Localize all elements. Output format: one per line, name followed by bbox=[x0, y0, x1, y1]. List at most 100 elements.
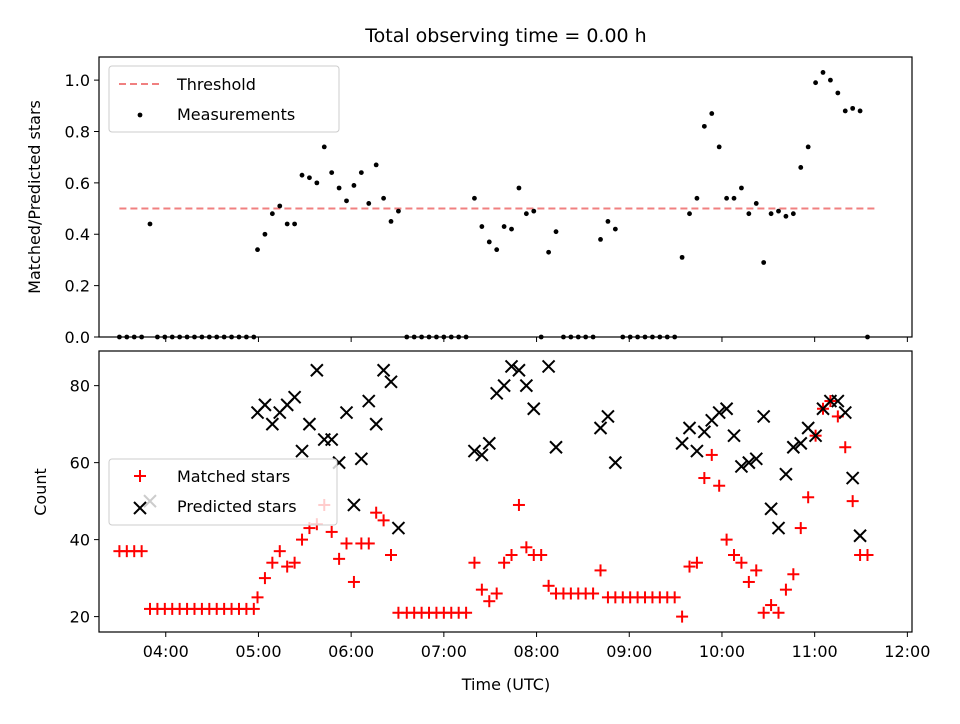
measurement-point bbox=[850, 105, 856, 111]
measurements-legend-label: Measurements bbox=[177, 105, 295, 124]
bottom-x-tick-label: 07:00 bbox=[421, 642, 467, 661]
measurement-point bbox=[776, 208, 781, 214]
measurement-point bbox=[486, 239, 492, 245]
bottom-x-tick-label: 10:00 bbox=[699, 642, 745, 661]
measurement-point bbox=[605, 219, 611, 224]
measurement-point bbox=[366, 201, 372, 206]
predicted-star-point bbox=[467, 444, 482, 458]
matched-star-point bbox=[296, 533, 309, 546]
predicted-star-point bbox=[742, 455, 756, 470]
bottom-legend-box bbox=[108, 458, 338, 526]
top-y-tick-label: 0.0 bbox=[65, 328, 90, 347]
matched-star-points bbox=[113, 395, 874, 623]
predicted-star-point bbox=[853, 529, 867, 543]
measurement-point bbox=[396, 208, 401, 214]
predicted-star-point bbox=[512, 363, 526, 377]
measurement-point bbox=[761, 260, 767, 265]
matched-star-point bbox=[698, 472, 711, 485]
matched-star-point bbox=[266, 556, 279, 569]
measurement-point bbox=[531, 208, 537, 214]
predicted-star-point bbox=[265, 417, 280, 431]
bottom-x-tick-label: 12:00 bbox=[884, 642, 930, 661]
predicted-star-point bbox=[310, 363, 324, 377]
predicted-star-point bbox=[593, 421, 608, 435]
measurement-point bbox=[472, 195, 477, 201]
measurement-point bbox=[284, 221, 290, 227]
predicted-star-point bbox=[697, 425, 712, 439]
matched-star-point bbox=[750, 564, 763, 577]
measurement-point bbox=[746, 211, 752, 217]
predicted-star-point bbox=[831, 394, 845, 408]
measurement-point bbox=[798, 165, 804, 170]
measurement-point bbox=[546, 249, 552, 255]
matched-star-point bbox=[668, 591, 681, 604]
matched-star-point bbox=[728, 549, 741, 562]
measurement-point bbox=[292, 221, 298, 227]
measurement-point bbox=[805, 144, 811, 150]
bottom-x-tick-label: 08:00 bbox=[514, 642, 560, 661]
predicted-star-point bbox=[376, 363, 391, 377]
predicted-star-point bbox=[287, 390, 302, 404]
matched-star-point bbox=[594, 564, 607, 577]
matched-star-point bbox=[542, 579, 555, 592]
predicted-star-point bbox=[749, 452, 763, 466]
matched-star-point bbox=[587, 587, 600, 600]
measurement-point bbox=[679, 254, 685, 260]
bottom-legend: Matched stars Predicted stars bbox=[108, 458, 338, 526]
predicted-star-point bbox=[771, 521, 786, 535]
measurement-point bbox=[731, 195, 737, 201]
predicted-star-point bbox=[295, 444, 309, 458]
measurement-point bbox=[813, 80, 818, 86]
measurement-point bbox=[709, 111, 715, 116]
measurement-point bbox=[842, 108, 848, 114]
predicted-star-point bbox=[324, 432, 339, 447]
top-panel: 0.0 0.2 0.4 0.6 0.8 1.0 Matched/Predicted sta… bbox=[25, 56, 913, 347]
bottom-y-tick-label: 80 bbox=[70, 377, 90, 396]
measurement-point bbox=[820, 70, 826, 75]
measurement-point bbox=[329, 170, 335, 175]
measurement-point bbox=[501, 224, 507, 229]
top-y-axis-label: Matched/Predicted stars bbox=[25, 100, 44, 294]
top-y-tick-label: 0.4 bbox=[65, 225, 90, 244]
matched-star-point bbox=[288, 556, 301, 569]
measurement-point bbox=[321, 144, 327, 150]
matched-star-point bbox=[362, 537, 375, 550]
measurement-point bbox=[701, 123, 707, 129]
matched-star-point bbox=[505, 549, 518, 562]
top-y-tick-label: 0.8 bbox=[65, 122, 90, 141]
measurement-point bbox=[262, 231, 268, 237]
top-y-ticks: 0.0 0.2 0.4 0.6 0.8 1.0 bbox=[65, 71, 99, 347]
matched-star-point bbox=[247, 602, 260, 615]
matched-star-point bbox=[135, 545, 148, 558]
measurement-point bbox=[598, 236, 603, 242]
predicted-star-point bbox=[601, 409, 615, 424]
measurement-point bbox=[509, 226, 514, 232]
matched-star-point bbox=[325, 525, 338, 538]
predicted-star-point bbox=[541, 359, 556, 374]
top-axes-frame bbox=[98, 56, 913, 338]
measurement-point bbox=[835, 90, 841, 96]
matched-star-point bbox=[772, 606, 785, 619]
predicted-star-point bbox=[354, 452, 369, 466]
measurement-point bbox=[494, 247, 500, 253]
measurement-point bbox=[299, 172, 305, 178]
measurements-legend-swatch bbox=[137, 112, 143, 118]
matched-star-point bbox=[347, 575, 360, 588]
matched-star-point bbox=[460, 606, 473, 619]
matched-star-point bbox=[490, 587, 503, 600]
matched-star-point bbox=[802, 491, 815, 504]
matched-star-point bbox=[512, 498, 525, 511]
matched-star-point bbox=[258, 572, 271, 585]
measurement-point bbox=[314, 180, 320, 186]
measurement-point bbox=[373, 162, 379, 168]
predicted-star-point bbox=[727, 428, 741, 443]
matched-star-point bbox=[720, 533, 733, 546]
bottom-y-ticks: 20 40 60 80 bbox=[70, 377, 99, 627]
measurement-point bbox=[147, 221, 153, 227]
matched-star-point bbox=[676, 610, 689, 623]
predicted-star-point bbox=[675, 436, 689, 451]
predicted-star-points bbox=[143, 359, 867, 543]
measurement-point bbox=[381, 195, 386, 201]
measurement-point bbox=[358, 170, 364, 175]
predicted-star-point bbox=[690, 444, 704, 458]
